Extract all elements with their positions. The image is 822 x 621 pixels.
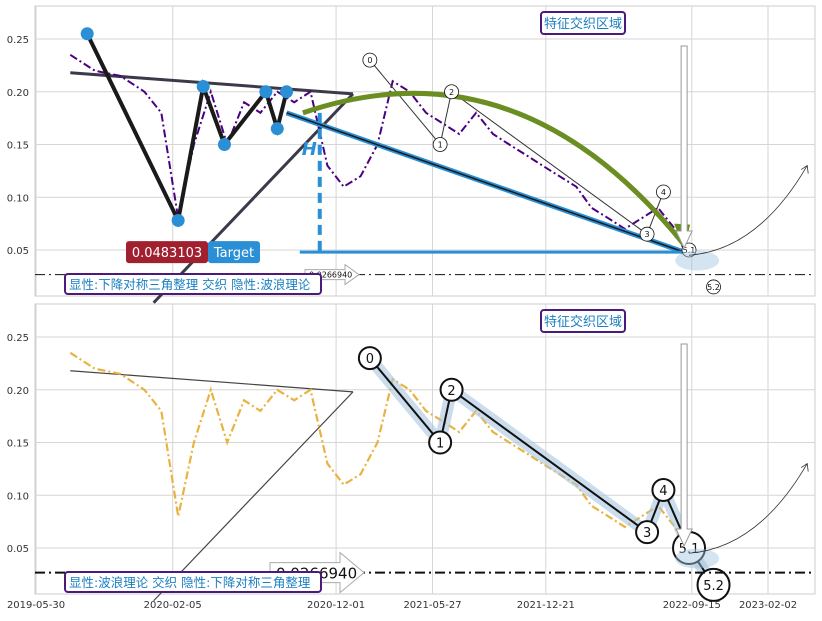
caption-text: 显性:下降对称三角整理 交织 隐性:波浪理论 <box>69 277 311 292</box>
wave-marker-label: 2 <box>447 384 455 399</box>
y-tick-label: 0.05 <box>7 544 29 555</box>
y-tick-label: 0.15 <box>7 141 29 152</box>
pattern-point <box>270 122 284 136</box>
y-tick-label: 0.05 <box>7 246 29 257</box>
region-highlight <box>675 548 720 569</box>
wave-marker-label: 5.2 <box>707 283 720 292</box>
future-projection-curve <box>688 463 808 554</box>
wave-marker-label: 0 <box>366 352 374 367</box>
future-projection-head <box>800 462 809 472</box>
x-tick-label: 2021-05-27 <box>403 600 461 611</box>
pattern-point <box>171 213 185 227</box>
height-label: H <box>302 139 317 160</box>
caption-box <box>64 273 322 295</box>
caption-box <box>64 571 322 593</box>
wave-marker-label: 4 <box>659 484 667 499</box>
wave-marker-label: 2 <box>449 88 454 97</box>
region-down-arrow <box>675 343 693 548</box>
y-tick-label: 0.25 <box>7 35 29 46</box>
pattern-point <box>196 79 210 93</box>
pattern-point <box>259 85 273 99</box>
future-projection-curve <box>688 165 808 256</box>
wave-marker <box>432 137 448 152</box>
y-tick-label: 0.15 <box>7 439 29 450</box>
wave-marker <box>706 279 721 295</box>
target-value-text: 0.0483103 <box>132 246 202 261</box>
y-tick-label: 0.20 <box>7 88 29 99</box>
region-label-text: 特征交织区域 <box>544 314 622 330</box>
bottom-panel: 0.05 0.10 0.15 0.20 0.25 2019-05-30 2020-02-05… <box>7 303 816 611</box>
wave-marker-label: 5.1 <box>683 246 696 255</box>
region-highlight <box>675 250 720 271</box>
wave-marker-label: 5.2 <box>703 579 724 594</box>
wave-marker-label: 3 <box>645 230 650 239</box>
triangle-lower-line <box>152 92 355 304</box>
region-label-box <box>540 11 626 35</box>
pattern-point <box>280 85 294 99</box>
future-projection-head <box>800 164 809 174</box>
target-label-text: Target <box>213 246 254 261</box>
wave-marker-label: 1 <box>436 437 444 452</box>
x-tick-label: 2023-02-02 <box>739 600 797 611</box>
pattern-point <box>80 27 94 41</box>
wave-marker <box>681 242 697 258</box>
target-trend-core <box>286 112 685 253</box>
region-label-box <box>540 309 626 333</box>
top-panel: 0.05 0.10 0.15 0.20 0.25 H 0.0483103 Target 0 1 2 3… <box>7 5 816 304</box>
wave-marker <box>696 567 731 602</box>
wave-marker-label: 4 <box>661 188 666 197</box>
wave-marker-label: 3 <box>643 526 651 541</box>
wave-marker <box>639 226 655 242</box>
y-tick-label: 0.20 <box>7 386 29 397</box>
caption-text: 显性:波浪理论 交织 隐性:下降对称三角整理 <box>69 575 311 590</box>
y-tick-label: 0.10 <box>7 491 29 502</box>
y-tick-label: 0.10 <box>7 193 29 204</box>
target-label-box <box>208 241 260 264</box>
level-value-label: 0.0266940 <box>309 271 352 280</box>
x-tick-label: 2019-05-30 <box>7 600 65 611</box>
triangle-lower-line <box>153 391 354 602</box>
x-tick-label: 2022-09-15 <box>663 600 721 611</box>
pattern-point <box>217 138 231 151</box>
wave-marker <box>439 377 464 402</box>
projection-arc <box>302 90 687 247</box>
x-tick-label: 2020-12-01 <box>307 600 365 611</box>
wave-marker <box>444 84 459 100</box>
wave-marker <box>362 52 378 68</box>
wave-marker <box>357 346 382 371</box>
x-tick-label: 2020-02-05 <box>144 600 202 611</box>
wave-marker <box>428 430 453 455</box>
target-value-box <box>126 241 208 264</box>
region-down-arrow <box>675 45 693 250</box>
x-tick-label: 2021-12-21 <box>517 600 575 611</box>
y-tick-label: 0.25 <box>7 333 29 344</box>
wave-marker <box>656 184 671 200</box>
wave-marker-label: 0 <box>367 56 372 65</box>
wave-marker <box>651 477 676 502</box>
wave-marker <box>635 520 660 545</box>
wave-marker-label: 1 <box>438 141 443 150</box>
region-label-text: 特征交织区域 <box>544 16 622 32</box>
